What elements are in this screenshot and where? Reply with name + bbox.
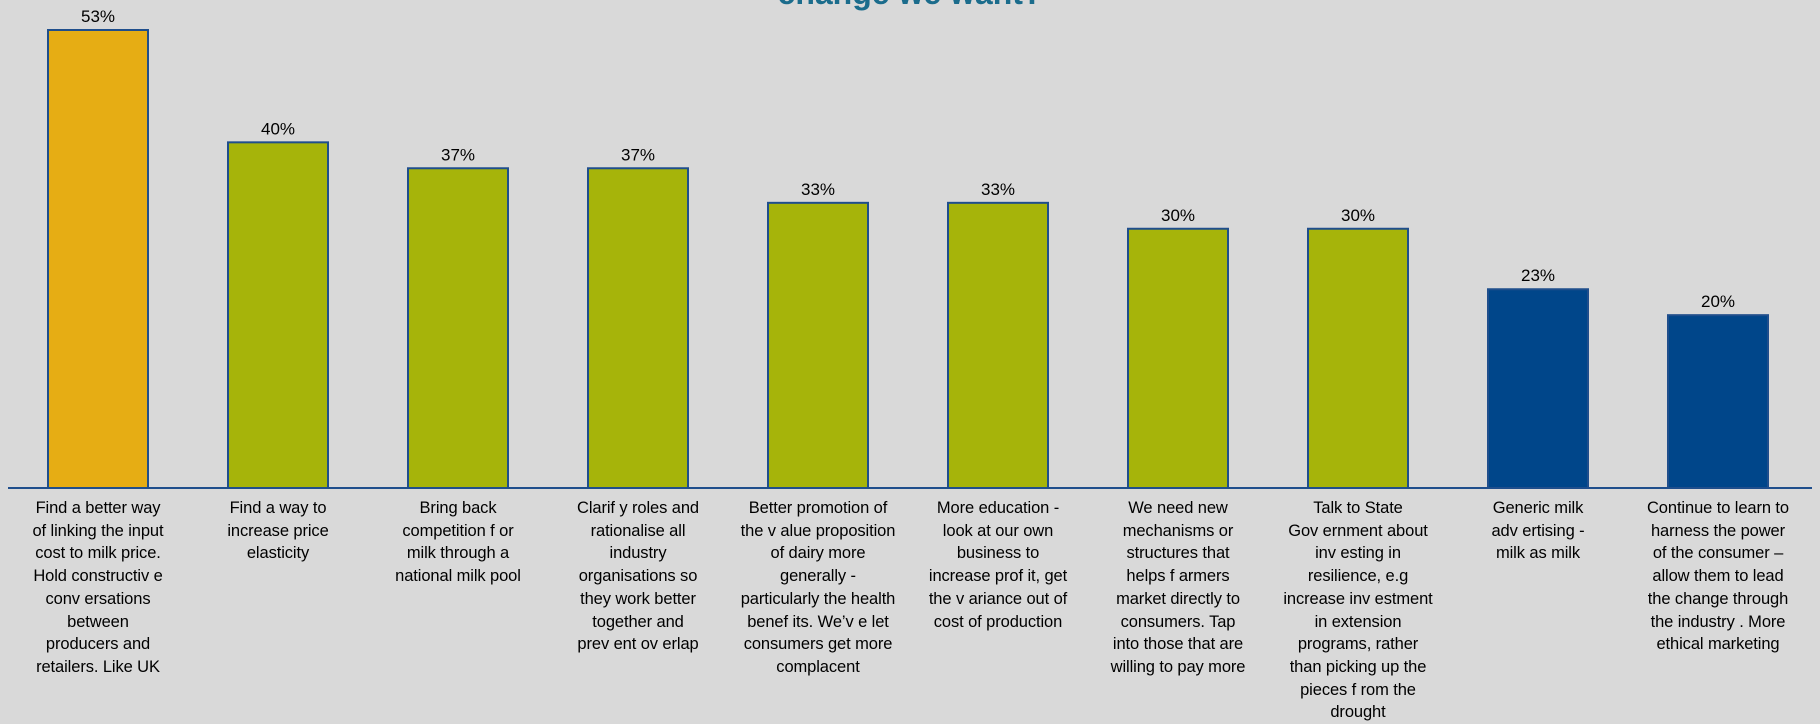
bar-7: [1127, 227, 1229, 489]
category-label-1: Find a better way of linking the input cos…: [8, 497, 188, 679]
bar-5: [767, 201, 869, 489]
category-label-line: the v alue proposition: [740, 521, 896, 540]
category-label-3: Bring back competition f or milk through a…: [368, 497, 548, 588]
category-label-line: elasticity: [246, 544, 310, 563]
bar-10: [1667, 314, 1769, 489]
value-label-9: 23%: [1521, 266, 1555, 285]
category-label-5: Better promotion of the v alue propositio…: [728, 497, 908, 679]
category-label-line: Find a better way: [35, 499, 161, 517]
bar-6: [947, 201, 1049, 489]
value-label-3: 37%: [441, 145, 475, 164]
category-label-line: inv esting in: [1315, 544, 1401, 563]
category-label-line: allow them to lead: [1652, 567, 1784, 586]
category-label-line: pieces f rom the: [1300, 680, 1416, 699]
category-label-line: consumers. Tap: [1120, 612, 1236, 631]
category-label-9: Generic milk adv ertising - milk as milk: [1448, 497, 1628, 565]
category-label-line: than picking up the: [1289, 657, 1427, 676]
category-label-line: willing to pay more: [1110, 657, 1246, 676]
category-label-line: into those that are: [1112, 635, 1244, 654]
category-label-line: generally -: [780, 567, 856, 586]
category-label-line: Find a way to: [229, 499, 327, 517]
value-label-6: 33%: [981, 180, 1015, 199]
category-label-line: Clarif y roles and: [577, 499, 699, 517]
category-label-line: national milk pool: [395, 567, 521, 586]
category-label-line: cost of production: [933, 612, 1063, 631]
category-label-line: adv ertising -: [1491, 521, 1585, 540]
category-label-line: resilience, e.g: [1307, 567, 1409, 586]
category-label-line: of dairy more: [770, 544, 866, 563]
bar-9: [1487, 288, 1589, 489]
category-label-6: More education - look at our own business …: [908, 497, 1088, 633]
category-label-line: More education -: [936, 499, 1060, 517]
value-label-5: 33%: [801, 180, 835, 199]
category-label-line: increase inv estment: [1283, 589, 1433, 608]
category-label-line: look at our own: [942, 521, 1054, 540]
category-label-line: programs, rather: [1297, 635, 1419, 654]
value-label-8: 30%: [1341, 206, 1375, 225]
category-label-line: harness the power: [1650, 521, 1786, 540]
category-label-line: drought: [1330, 703, 1386, 722]
category-label-line: We need new: [1128, 499, 1228, 517]
category-label-line: producers and: [45, 635, 151, 654]
category-label-line: of linking the input: [32, 521, 164, 540]
category-label-line: milk through a: [406, 544, 510, 563]
value-label-2: 40%: [261, 119, 295, 138]
category-label-line: increase prof it, get: [928, 567, 1068, 586]
category-label-line: conv ersations: [45, 589, 151, 608]
category-label-line: Better promotion of: [748, 499, 888, 517]
category-label-4: Clarif y roles and rationalise all industr…: [548, 497, 728, 656]
category-label-line: Talk to State: [1313, 499, 1403, 517]
bar-8: [1307, 227, 1409, 489]
category-label-7: We need new mechanisms or structures that h…: [1088, 497, 1268, 679]
category-label-line: competition f or: [402, 521, 514, 540]
category-label-10: Continue to learn to harness the power of …: [1628, 497, 1808, 656]
category-label-line: retailers. Like UK: [36, 657, 160, 676]
value-label-10: 20%: [1701, 292, 1735, 311]
category-label-line: benef its. We’v e let: [747, 612, 889, 631]
bar-1: [47, 29, 149, 489]
category-label-line: Generic milk: [1492, 499, 1584, 517]
value-label-4: 37%: [621, 145, 655, 164]
category-label-line: particularly the health: [740, 589, 896, 608]
category-label-line: Bring back: [419, 499, 497, 517]
chart-title: change we want?: [0, 0, 1820, 10]
category-label-line: milk as milk: [1495, 544, 1581, 563]
category-label-line: the change through: [1647, 589, 1789, 608]
category-label-line: complacent: [776, 657, 860, 676]
category-label-2: Find a way to increase price elasticity: [188, 497, 368, 565]
bar-3: [407, 167, 509, 489]
category-label-line: cost to milk price.: [35, 544, 161, 563]
category-label-line: the industry . More: [1650, 612, 1786, 631]
category-label-line: the v ariance out of: [928, 589, 1068, 608]
value-label-1: 53%: [81, 7, 115, 26]
category-label-line: organisations so: [578, 567, 698, 586]
category-label-line: in extension: [1314, 612, 1402, 631]
category-label-line: increase price: [227, 521, 329, 540]
bar-4: [587, 167, 689, 489]
category-label-line: Gov ernment about: [1288, 521, 1428, 540]
category-label-line: industry: [609, 544, 667, 563]
value-label-7: 30%: [1161, 206, 1195, 225]
category-label-line: business to: [956, 544, 1040, 563]
category-label-line: rationalise all: [590, 521, 686, 540]
category-label-line: market directly to: [1116, 589, 1240, 608]
category-label-line: Continue to learn to: [1646, 499, 1789, 517]
category-label-line: they work better: [580, 589, 696, 608]
category-label-line: helps f armers: [1126, 567, 1230, 586]
bar-2: [227, 141, 329, 489]
category-label-line: consumers get more: [743, 635, 893, 654]
category-label-line: prev ent ov erlap: [577, 635, 699, 654]
category-label-8: Talk to State Gov ernment about inv esting…: [1268, 497, 1448, 724]
category-label-line: between: [67, 612, 129, 631]
category-label-line: of the consumer –: [1652, 544, 1784, 563]
category-label-line: structures that: [1126, 544, 1230, 563]
category-label-line: ethical marketing: [1656, 635, 1780, 654]
category-label-line: mechanisms or: [1122, 521, 1234, 540]
category-label-line: Hold constructiv e: [33, 567, 163, 586]
category-label-line: together and: [592, 612, 684, 631]
